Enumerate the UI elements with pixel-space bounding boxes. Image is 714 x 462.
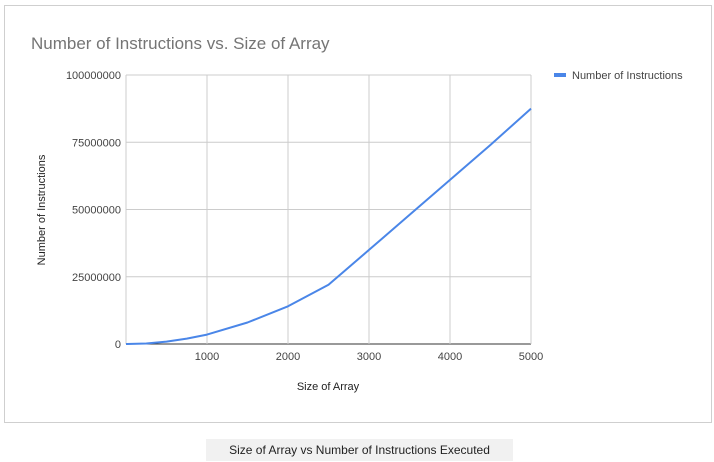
y-axis-label: Number of Instructions [36,154,48,265]
series-lines [125,107,532,345]
y-tick-labels: 0 25000000 50000000 75000000 100000000 [66,70,121,351]
x-tick-label: 2000 [276,351,300,363]
y-tick-label: 75000000 [72,137,121,149]
x-tick-labels: 1000 2000 3000 4000 5000 [195,351,543,363]
x-tick-label: 4000 [438,351,462,363]
series-line [125,107,532,345]
y-tick-label: 50000000 [72,205,121,217]
x-tick-label: 3000 [357,351,381,363]
y-tick-label: 100000000 [66,70,121,82]
x-axis-label: Size of Array [297,381,360,393]
figure-caption: Size of Array vs Number of Instructions … [206,439,513,461]
legend-label: Number of Instructions [572,70,683,82]
x-tick-label: 1000 [195,351,219,363]
y-tick-label: 25000000 [72,272,121,284]
x-tick-label: 5000 [519,351,543,363]
y-tick-label: 0 [115,339,121,351]
grid-lines [125,74,532,345]
legend: Number of Instructions [554,70,683,82]
legend-swatch [554,73,566,77]
chart-title: Number of Instructions vs. Size of Array [31,34,330,53]
